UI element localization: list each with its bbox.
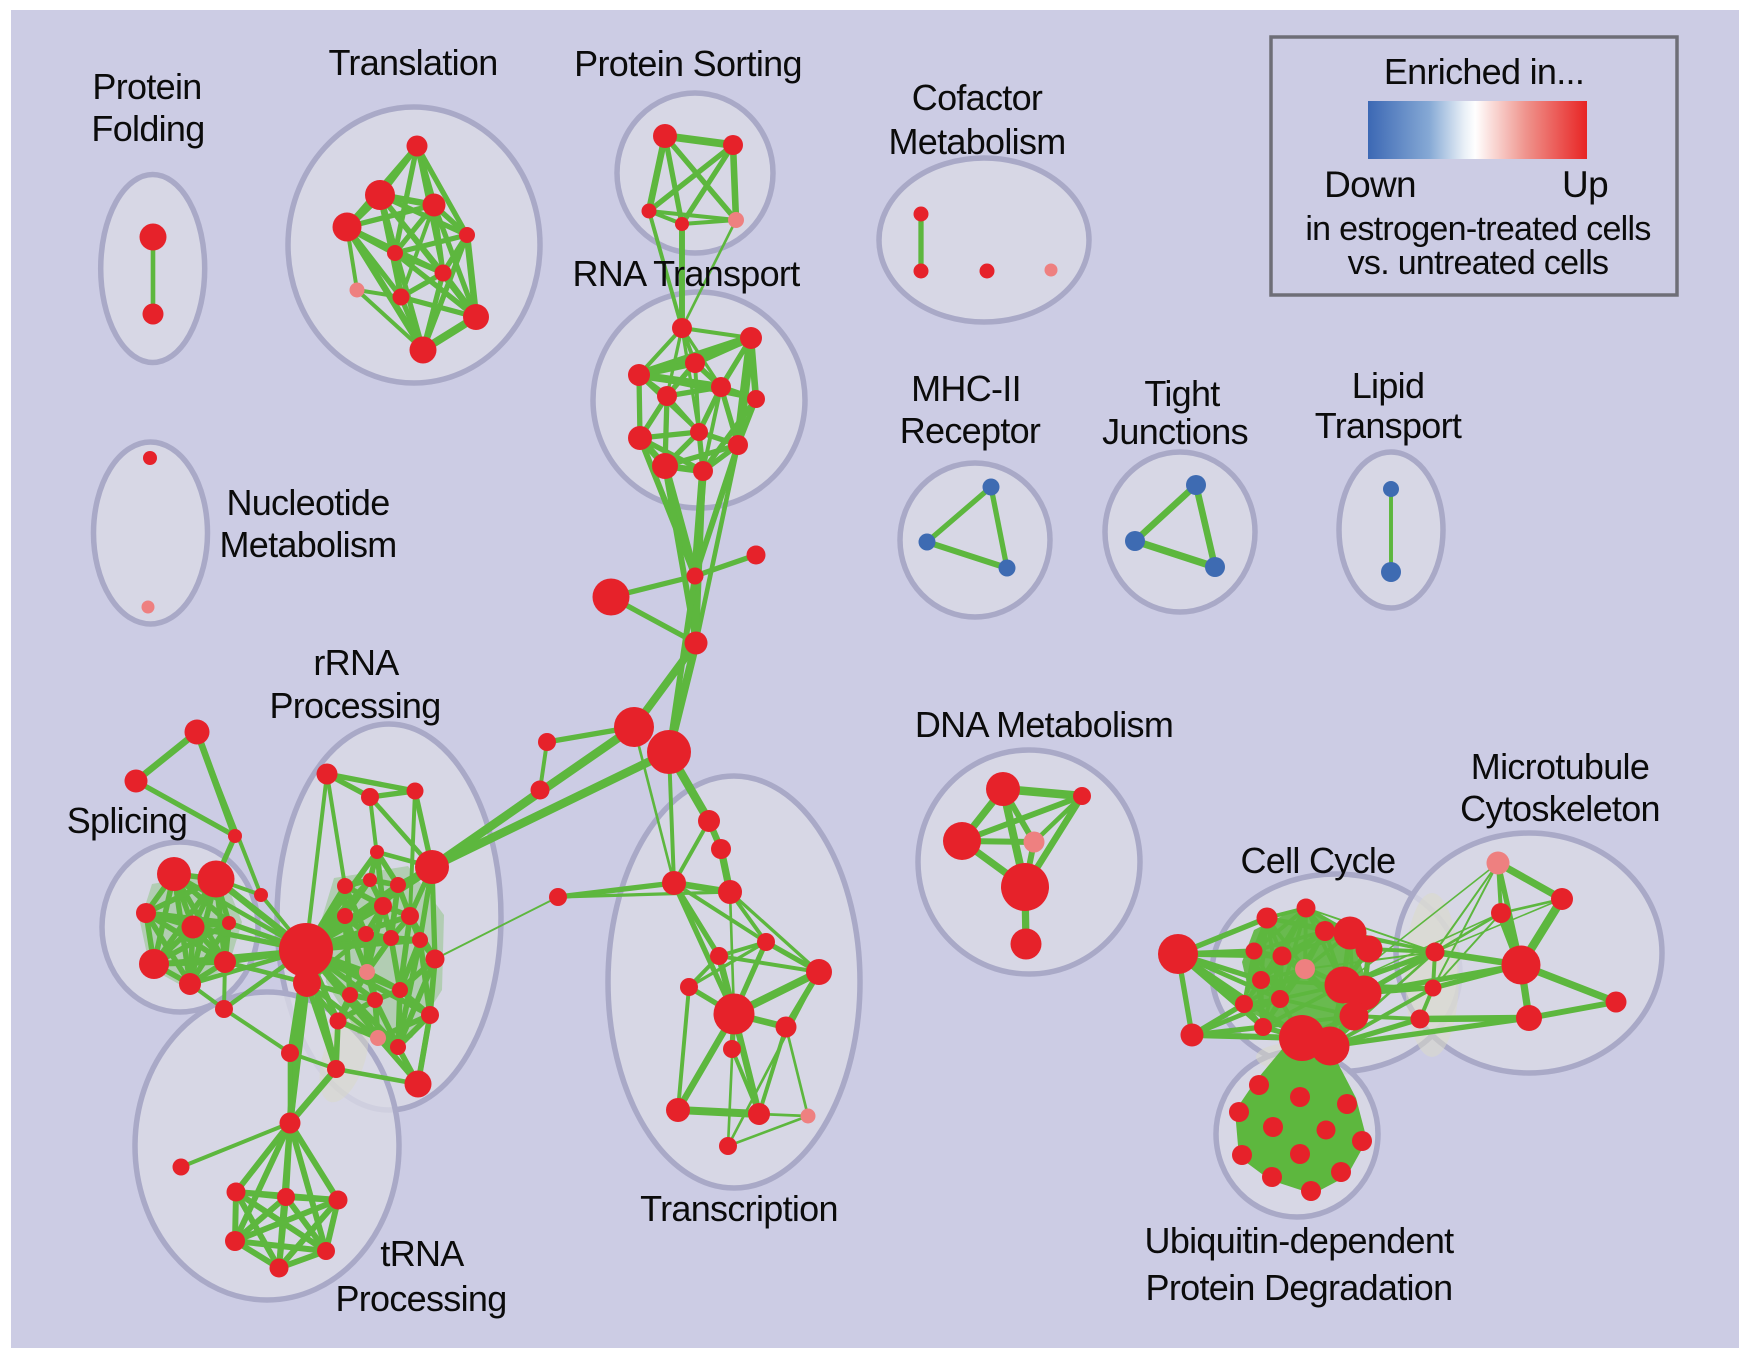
svg-text:Transcription: Transcription <box>640 1188 838 1229</box>
svg-text:Down: Down <box>1324 164 1416 205</box>
svg-text:Up: Up <box>1562 164 1608 205</box>
svg-text:Cofactor: Cofactor <box>912 77 1043 118</box>
svg-text:MHC-II: MHC-II <box>911 368 1021 409</box>
svg-text:Translation: Translation <box>328 42 497 83</box>
svg-text:Cytoskeleton: Cytoskeleton <box>1460 788 1660 829</box>
svg-text:vs. untreated cells: vs. untreated cells <box>1348 244 1609 282</box>
svg-text:Processing: Processing <box>335 1278 506 1319</box>
svg-text:Protein Sorting: Protein Sorting <box>574 43 802 84</box>
svg-text:Microtubule: Microtubule <box>1471 746 1649 787</box>
svg-text:Folding: Folding <box>91 108 204 149</box>
svg-text:Splicing: Splicing <box>67 800 187 841</box>
svg-text:Protein: Protein <box>92 66 201 107</box>
svg-text:Receptor: Receptor <box>900 410 1041 451</box>
svg-text:Protein Degradation: Protein Degradation <box>1146 1267 1453 1308</box>
svg-text:Metabolism: Metabolism <box>219 524 396 565</box>
svg-text:rRNA: rRNA <box>313 642 399 683</box>
svg-text:Nucleotide: Nucleotide <box>226 482 389 523</box>
svg-text:Transport: Transport <box>1315 405 1462 446</box>
svg-text:Processing: Processing <box>269 685 440 726</box>
svg-text:Junctions: Junctions <box>1102 411 1248 452</box>
svg-text:in estrogen-treated cells: in estrogen-treated cells <box>1305 210 1650 248</box>
svg-text:Lipid: Lipid <box>1352 365 1425 406</box>
svg-text:Cell Cycle: Cell Cycle <box>1240 840 1395 881</box>
svg-text:Enriched in...: Enriched in... <box>1384 51 1584 92</box>
svg-text:Ubiquitin-dependent: Ubiquitin-dependent <box>1145 1220 1455 1261</box>
svg-text:Metabolism: Metabolism <box>888 121 1065 162</box>
svg-text:RNA Transport: RNA Transport <box>573 253 801 294</box>
svg-text:DNA Metabolism: DNA Metabolism <box>915 704 1173 745</box>
svg-text:Tight: Tight <box>1144 373 1220 414</box>
svg-text:tRNA: tRNA <box>380 1233 464 1274</box>
